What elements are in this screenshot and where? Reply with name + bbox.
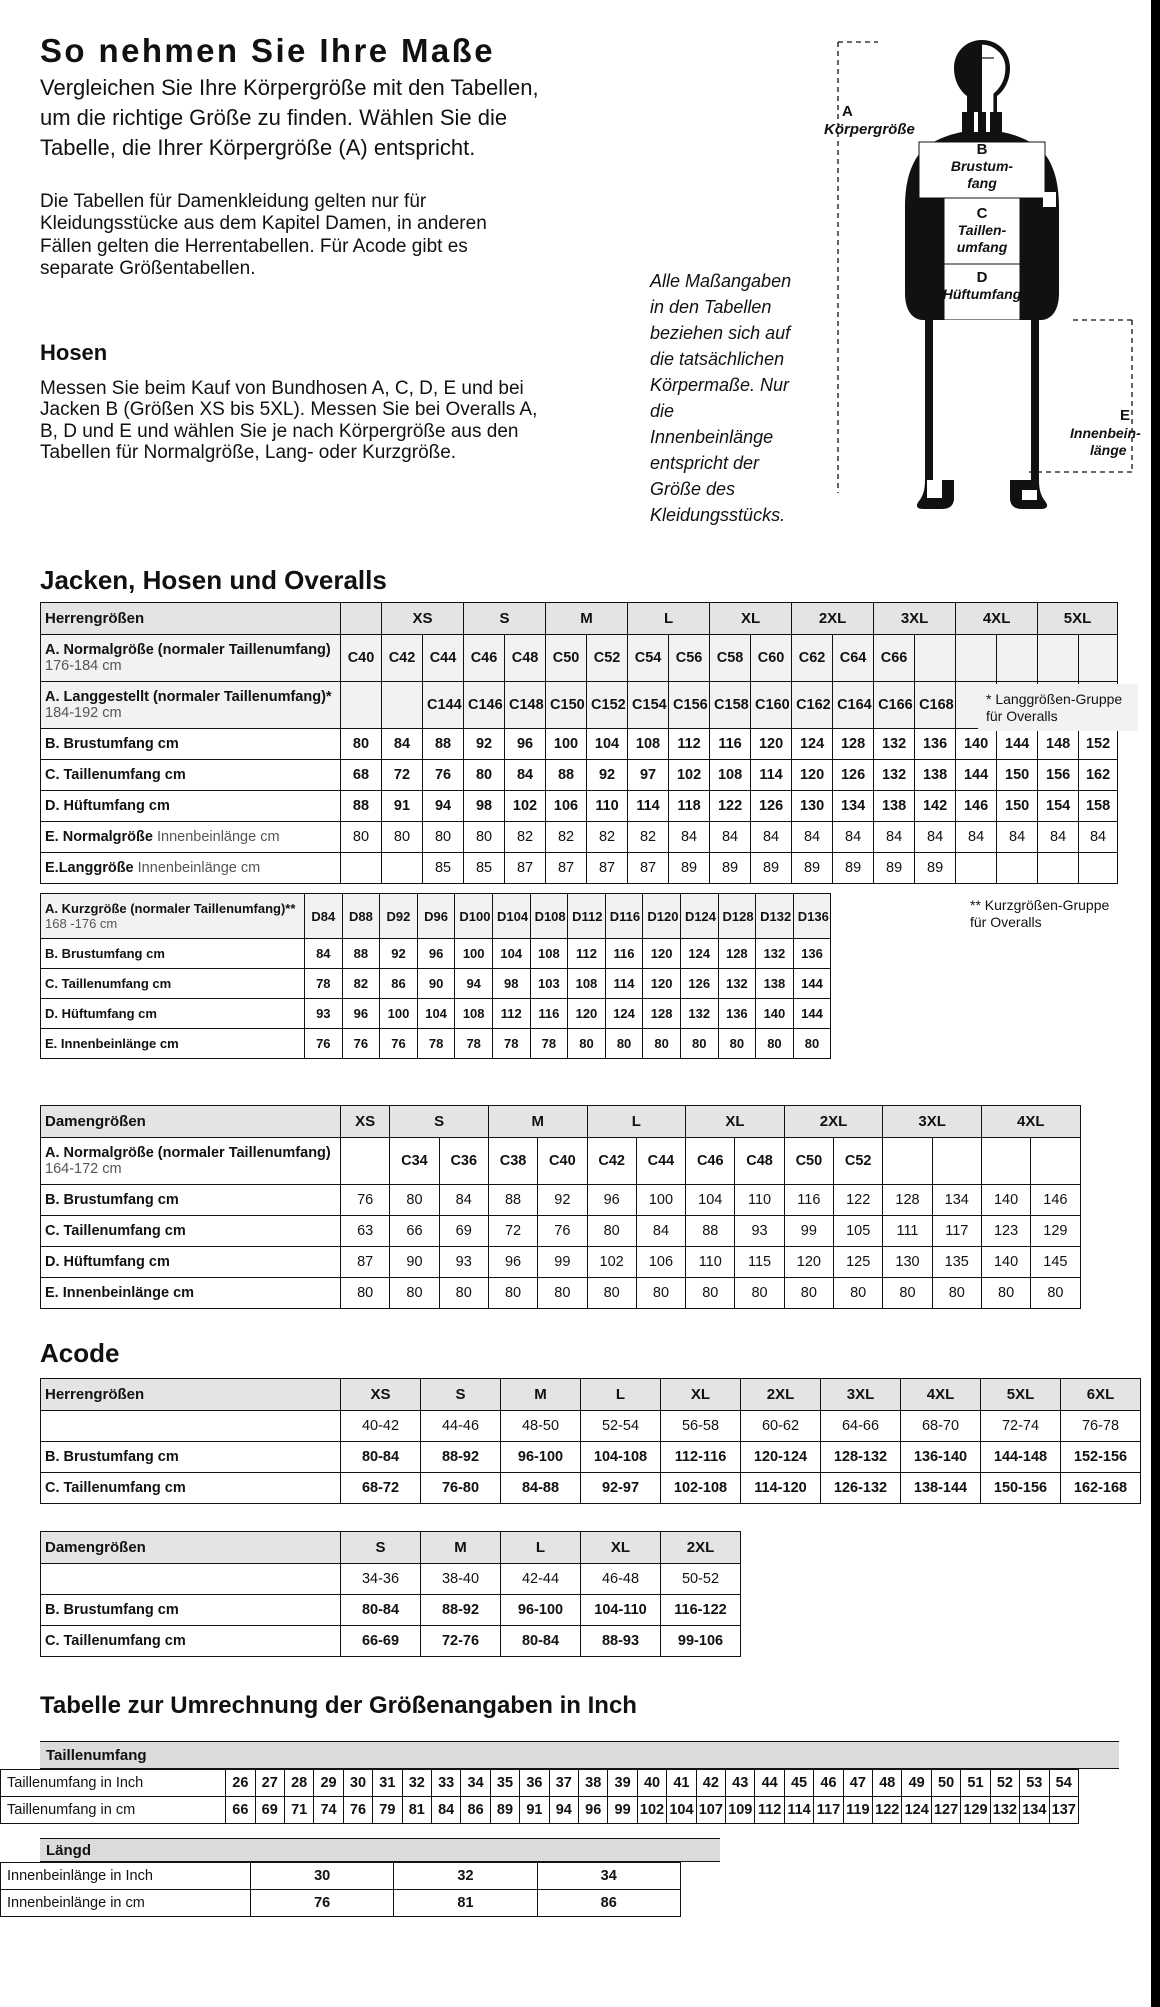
- svg-text:C: C: [977, 205, 988, 222]
- svg-text:umfang: umfang: [957, 239, 1008, 255]
- svg-text:Hüftumfang: Hüftumfang: [943, 286, 1022, 302]
- svg-text:A: A: [842, 103, 853, 120]
- svg-text:Innenbein-: Innenbein-: [1070, 425, 1141, 441]
- svg-text:Taillen-: Taillen-: [958, 222, 1007, 238]
- svg-text:D: D: [977, 269, 988, 286]
- svg-text:Brustum-: Brustum-: [951, 158, 1014, 174]
- svg-text:B: B: [977, 141, 988, 158]
- svg-text:länge: länge: [1090, 442, 1127, 458]
- svg-text:fang: fang: [967, 175, 997, 191]
- svg-text:Körpergröße: Körpergröße: [824, 121, 915, 138]
- svg-text:E: E: [1120, 407, 1130, 424]
